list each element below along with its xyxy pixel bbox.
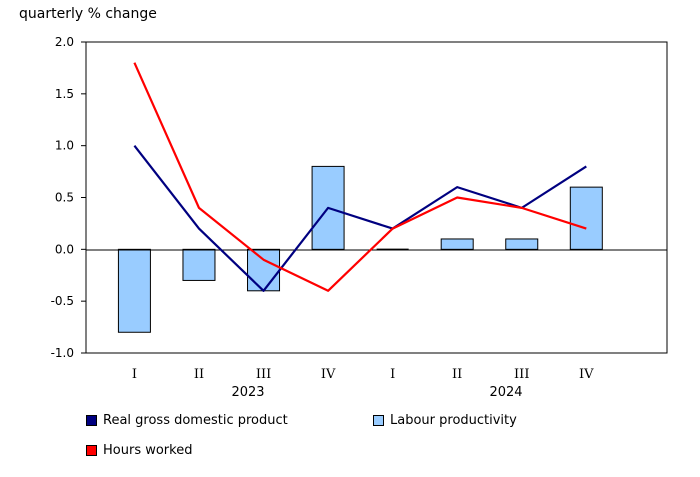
x-tick-labels: I II III IV I II III IV [132, 367, 594, 382]
x-tick-label: III [514, 367, 529, 382]
y-tick-label: 1.0 [55, 139, 74, 153]
y-tick-label: -0.5 [51, 294, 74, 308]
bar [247, 248, 281, 292]
y-tick-label: -1.0 [51, 346, 74, 360]
bar [505, 238, 539, 250]
year-label-2023: 2023 [231, 385, 264, 400]
legend-swatch-hours-worked [86, 445, 97, 456]
legend-labour-productivity: Labour productivity [373, 413, 517, 428]
year-label-2024: 2024 [489, 385, 522, 400]
y-axis-label: quarterly % change [19, 6, 157, 22]
x-tick-label: IV [321, 367, 336, 382]
y-tick-labels: 2.0 1.5 1.0 0.5 0.0 -0.5 -1.0 [51, 35, 74, 360]
legend-real-gdp: Real gross domestic product [86, 413, 288, 428]
bar [182, 248, 216, 281]
y-tick-label: 2.0 [55, 35, 74, 49]
bar [117, 248, 151, 333]
legend-label-labour-productivity: Labour productivity [390, 413, 517, 428]
legend-label-hours-worked: Hours worked [103, 443, 193, 458]
x-tick-label: I [132, 367, 137, 382]
y-tick-marks [81, 41, 86, 354]
bar [440, 238, 474, 250]
x-tick-label: II [194, 367, 204, 382]
y-tick-label: 1.5 [55, 87, 74, 101]
x-tick-label: III [256, 367, 271, 382]
x-tick-label: IV [579, 367, 594, 382]
series-line [133, 62, 587, 292]
legend-hours-worked: Hours worked [86, 443, 192, 458]
bar [569, 186, 603, 250]
series-line [133, 144, 587, 292]
legend-swatch-labour-productivity [373, 415, 384, 426]
x-tick-label: I [390, 367, 395, 382]
y-tick-label: 0.5 [55, 191, 74, 205]
lines [133, 62, 587, 292]
legend-swatch-real-gdp [86, 415, 97, 426]
legend-label-real-gdp: Real gross domestic product [103, 413, 288, 428]
x-tick-label: II [452, 367, 462, 382]
bars [117, 165, 603, 333]
y-tick-label: 0.0 [55, 242, 74, 256]
